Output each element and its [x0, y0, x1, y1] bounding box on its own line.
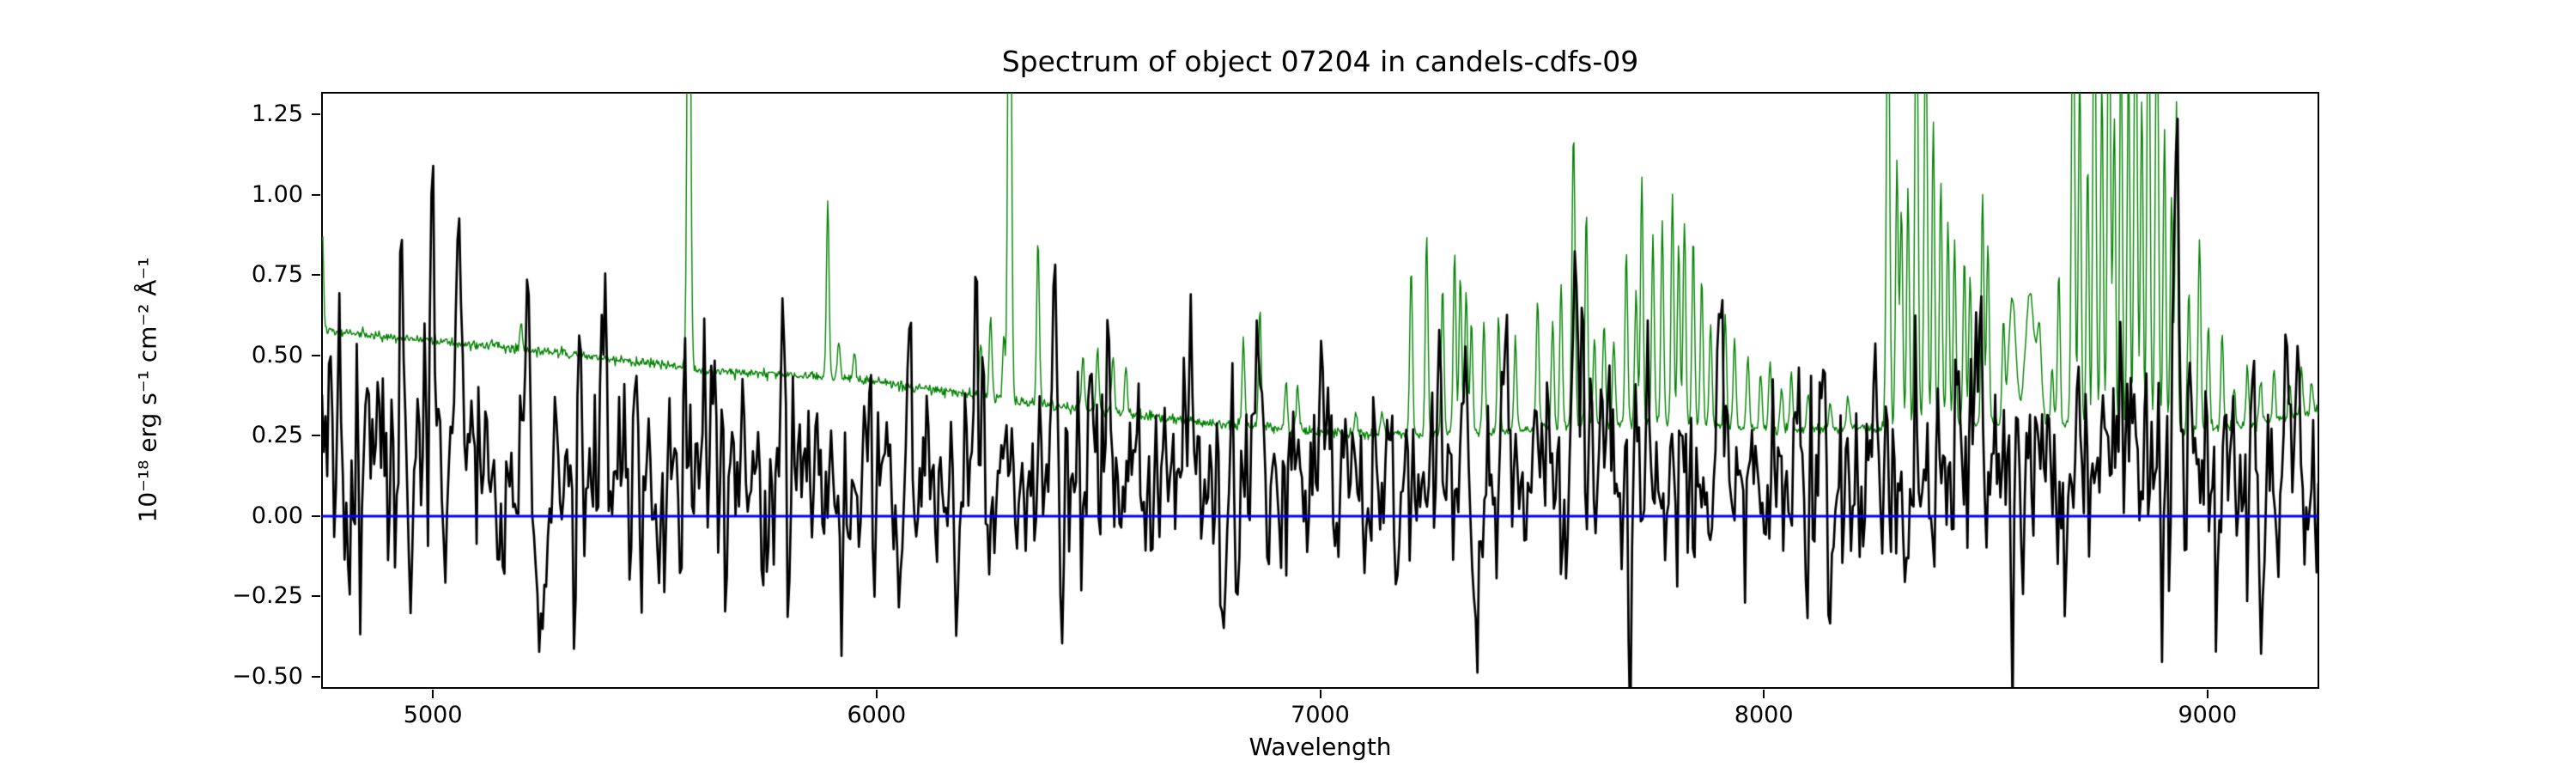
x-tick-label: 9000	[2178, 702, 2238, 728]
y-tick-mark	[312, 274, 320, 277]
x-axis-label: Wavelength	[1249, 733, 1392, 761]
plot-canvas	[322, 93, 2318, 688]
y-tick-mark	[312, 675, 320, 678]
x-tick-mark	[1319, 690, 1321, 698]
x-tick-mark	[2206, 690, 2208, 698]
y-tick-label: −0.50	[232, 662, 303, 690]
y-axis-label: 10⁻¹⁸ erg s⁻¹ cm⁻² Å⁻¹	[133, 257, 162, 523]
y-tick-mark	[312, 113, 320, 116]
x-tick-label: 7000	[1291, 702, 1350, 728]
y-tick-mark	[312, 514, 320, 517]
y-tick-mark	[312, 354, 320, 356]
x-tick-label: 8000	[1734, 702, 1794, 728]
x-tick-label: 6000	[847, 702, 907, 728]
x-tick-mark	[875, 690, 878, 698]
y-tick-mark	[312, 435, 320, 437]
chart-title: Spectrum of object 07204 in candels-cdfs…	[1001, 45, 1639, 78]
x-tick-mark	[432, 690, 434, 698]
x-tick-mark	[1763, 690, 1765, 698]
y-tick-label: 0.00	[251, 502, 303, 529]
y-tick-label: −0.25	[232, 582, 303, 610]
y-tick-label: 0.75	[251, 261, 303, 289]
y-tick-mark	[312, 595, 320, 598]
y-tick-label: 1.00	[251, 180, 303, 208]
y-tick-label: 1.25	[251, 100, 303, 128]
y-tick-label: 0.50	[251, 341, 303, 368]
x-tick-label: 5000	[403, 702, 463, 728]
y-tick-label: 0.25	[251, 422, 303, 449]
y-tick-mark	[312, 193, 320, 196]
